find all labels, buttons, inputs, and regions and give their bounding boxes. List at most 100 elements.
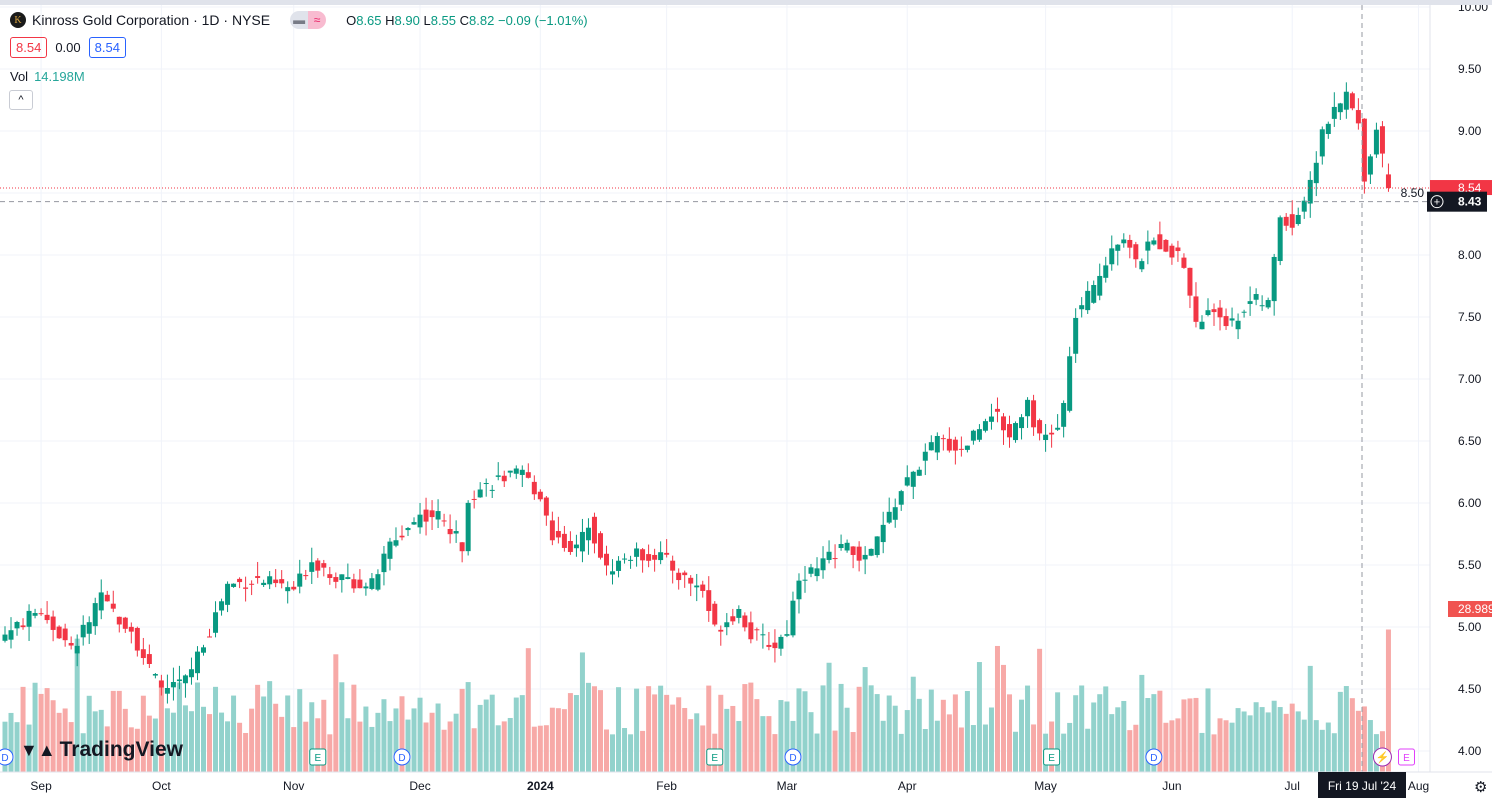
volume-bar [32,682,38,772]
symbol-legend: K Kinross Gold Corporation · 1D · NYSE ▬… [10,11,588,29]
candle-body [128,626,134,632]
candle-body [471,498,477,500]
candle-body [38,613,44,615]
volume-bar [50,700,56,772]
volume-bar [549,707,555,772]
candle-body [26,610,32,627]
volume-bar [387,721,393,772]
candle-body [934,435,940,453]
earnings-marker-label: E [711,753,718,764]
volume-bar [844,707,850,772]
volume-bar [567,693,573,772]
collapse-legend-button[interactable]: ^ [9,90,33,110]
volume-bar [98,709,104,772]
settings-gear-icon[interactable]: ⚙ [1474,779,1488,796]
volume-bar [411,708,417,772]
candle-body [874,536,880,556]
candle-body [748,622,754,640]
volume-bar [459,688,465,772]
volume-bar [104,726,110,772]
volume-bar [62,708,68,772]
candle-body [646,554,652,561]
high-label: H [385,12,395,28]
volume-bar [670,704,676,772]
volume-bar [489,694,495,772]
volume-bar [176,682,182,772]
candle-body [1283,216,1289,226]
candle-body [688,577,694,584]
candle-body [640,549,646,561]
candle-body [573,544,579,549]
wave-icon[interactable]: ≈ [308,11,327,29]
volume-bar [1151,694,1157,772]
volume-bar [1301,719,1307,772]
time-tick-label: Apr [898,779,917,793]
candle-body [14,621,20,629]
candle-body [92,603,98,627]
volume-bar [158,686,164,772]
candle-body [1000,416,1006,431]
upcoming-earnings-marker [1397,748,1415,766]
symbol-title[interactable]: Kinross Gold Corporation · 1D · NYSE [32,12,271,28]
volume-bar [1013,731,1019,772]
candle-body [844,542,850,551]
candle-body [459,542,465,552]
volume-bar [116,690,122,772]
volume-bar [814,733,820,772]
volume-bar [74,638,80,772]
volume-bar [988,707,994,772]
price-tick-label: 7.00 [1458,372,1482,386]
candle-body [1055,427,1061,430]
candle-body [549,520,555,541]
candle-body [513,468,519,474]
candle-body [1097,275,1103,296]
candle-body [1151,240,1157,245]
volume-bar [1277,707,1283,772]
sell-button[interactable]: 8.54 [10,37,48,58]
candle-body [814,568,820,577]
candle-body [1247,301,1253,304]
time-tick-label: Jun [1162,779,1181,793]
candle-body [405,527,411,531]
tradingview-logo[interactable]: ▼▲ TradingView [20,738,183,762]
volume-bar [146,715,152,772]
candle-body [543,497,549,516]
volume-bar [1259,707,1265,772]
volume-bar [664,694,670,772]
volume-bar [1343,686,1349,772]
dividend-marker-label: D [1,753,8,764]
candle-body [1073,317,1079,354]
candle-body [519,469,525,475]
display-toggle[interactable]: ▬ ≈ [290,11,327,29]
candle-body [886,511,892,523]
volume-bar [207,714,213,772]
candle-body [1181,257,1187,268]
price-tick-label: 6.00 [1458,496,1482,510]
volume-bar [1127,730,1133,772]
candle-body [327,574,333,578]
candle-body [591,516,597,544]
volume-bar [754,699,760,772]
candle-body [952,439,958,451]
add-plus-icon [1430,195,1444,209]
volume-bar [441,729,447,772]
open-value: 8.65 [356,12,382,28]
candle-body [237,578,243,583]
volume-bar [86,695,92,772]
price-chart[interactable]: 4.00 4.50 5.00 5.50 6.00 6.50 7.00 7.50 8.00 8.50… [0,5,1492,803]
volume-bar [477,704,483,772]
candle-body [140,649,146,659]
buy-button[interactable]: 8.54 [88,37,126,58]
upcoming-earnings-label: E [1403,753,1410,764]
candle-body [700,584,706,591]
candle-body [760,634,766,636]
last-price-text: 8.54 [1458,181,1482,195]
volume-bar [1019,699,1025,772]
minus-icon[interactable]: ▬ [290,11,309,29]
crosshair-date-text: Fri 19 Jul '24 [1328,779,1397,793]
candle-body [1301,200,1307,212]
candle-body [1199,321,1205,330]
volume-bar [1289,703,1295,772]
candle-body [363,586,369,589]
candle-body [170,682,176,688]
